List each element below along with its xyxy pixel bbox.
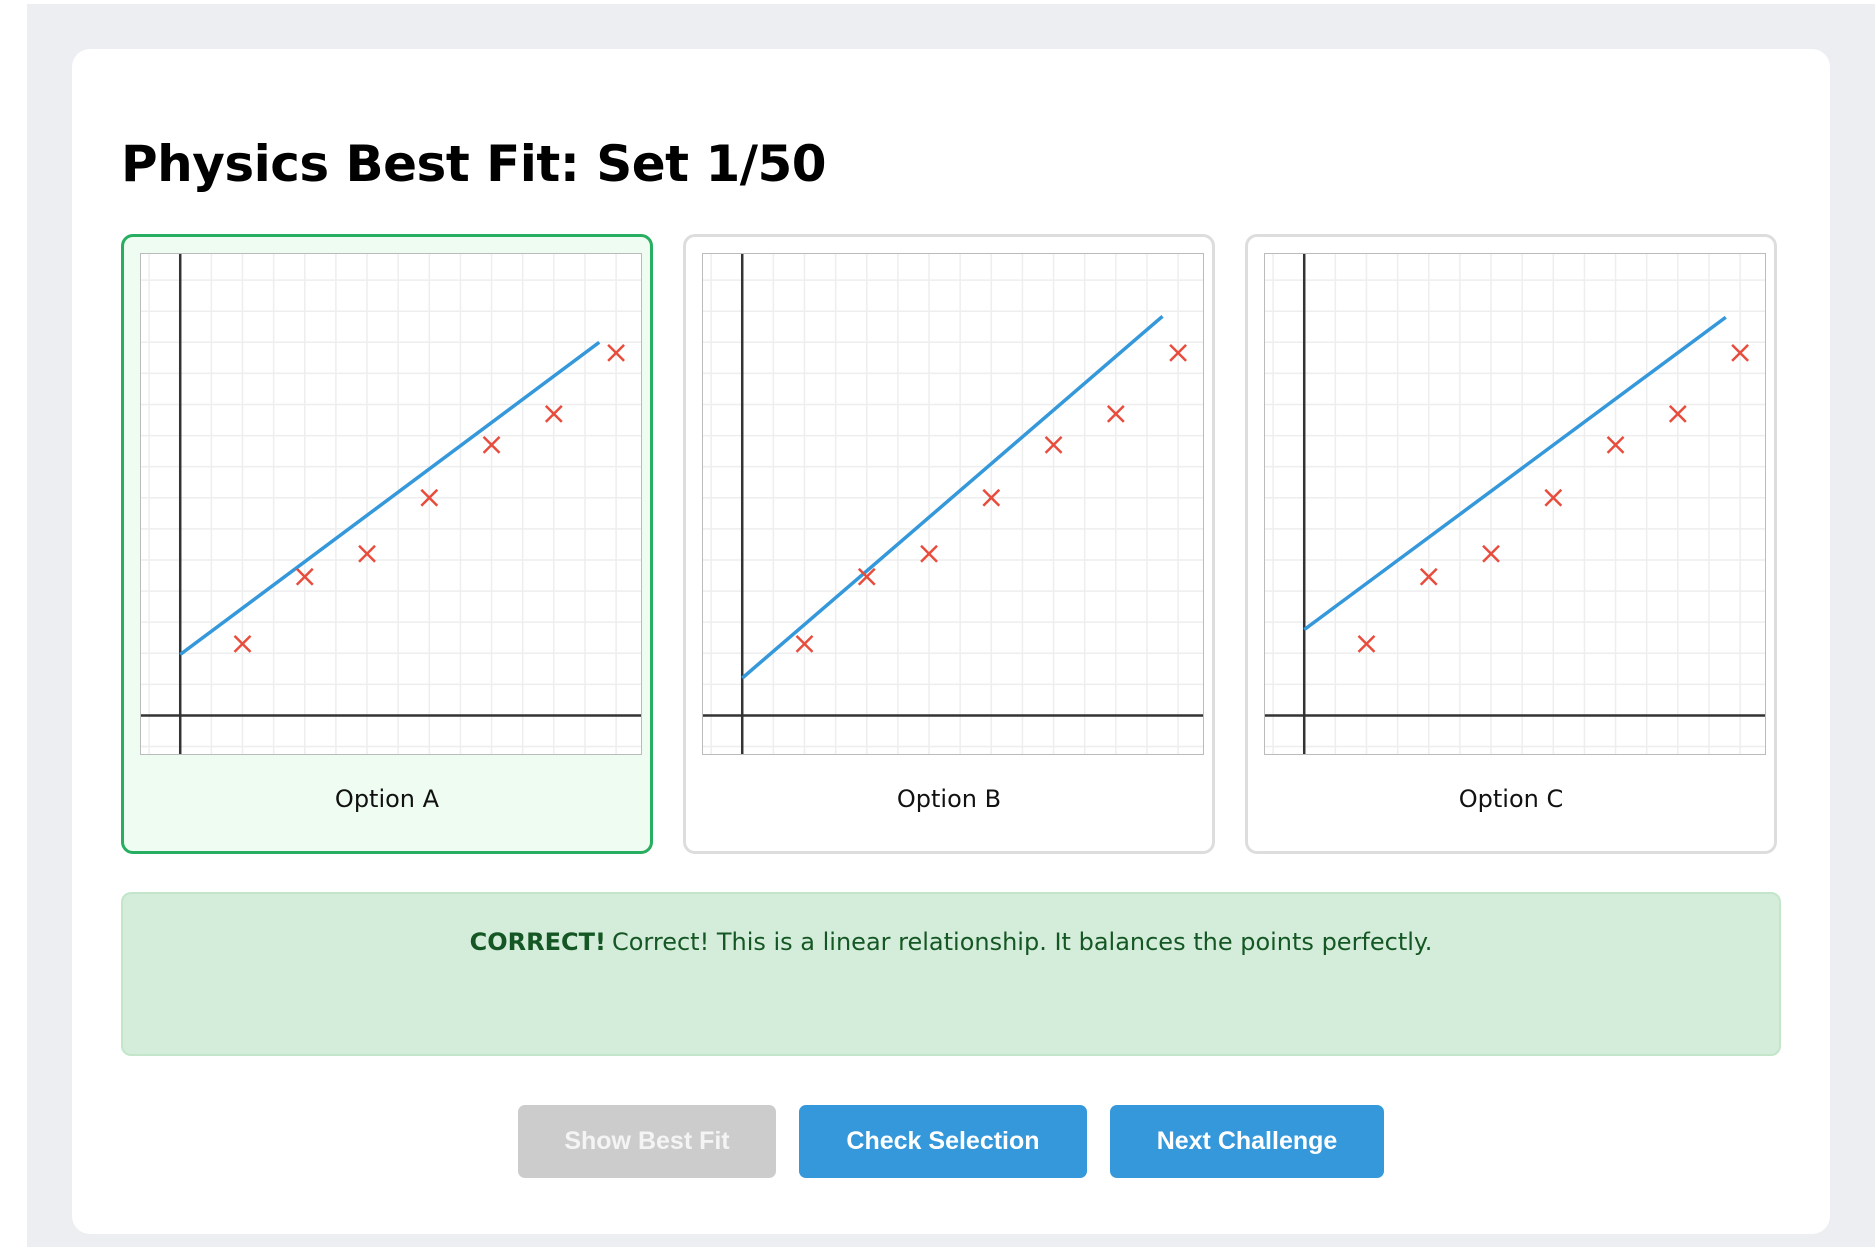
- data-point-stroke: [857, 567, 876, 586]
- data-point-stroke: [482, 436, 501, 454]
- data-point-marker: [1357, 635, 1376, 653]
- next-challenge-button[interactable]: Next Challenge: [1110, 1105, 1384, 1178]
- graph-option-c: [1264, 253, 1766, 755]
- data-point-stroke: [982, 488, 1001, 507]
- data-point-stroke: [1169, 343, 1187, 362]
- option-label: Option C: [1458, 785, 1564, 813]
- data-point-marker: [920, 544, 938, 563]
- option-card-c[interactable]: Option C: [1245, 234, 1777, 854]
- data-point-stroke: [607, 343, 625, 362]
- data-point-marker: [1606, 436, 1625, 454]
- feedback-message: Correct! This is a linear relationship. …: [611, 928, 1433, 956]
- data-point-marker: [1731, 343, 1749, 362]
- data-point-stroke: [1106, 404, 1125, 423]
- data-point-marker: [795, 635, 814, 653]
- data-point-marker: [1419, 567, 1438, 586]
- data-point-stroke: [920, 544, 938, 563]
- data-point-marker: [420, 488, 439, 507]
- data-point-stroke: [1668, 404, 1687, 423]
- data-point-stroke: [1544, 488, 1563, 507]
- data-point-marker: [1482, 544, 1500, 563]
- show-best-fit-button[interactable]: Show Best Fit: [518, 1105, 776, 1178]
- data-point-marker: [1544, 488, 1563, 507]
- page-title: Physics Best Fit: Set 1/50: [121, 135, 827, 193]
- option-card-a[interactable]: Option A: [121, 234, 653, 854]
- graph-option-a: [140, 253, 642, 755]
- data-point-marker: [607, 343, 625, 362]
- check-selection-button[interactable]: Check Selection: [799, 1105, 1087, 1178]
- data-point-stroke: [295, 567, 314, 586]
- data-point-marker: [358, 544, 376, 563]
- data-point-marker: [1668, 404, 1687, 423]
- data-point-stroke: [1606, 436, 1625, 454]
- feedback-box: CORRECT! Correct! This is a linear relati…: [121, 892, 1781, 1056]
- option-label: Option B: [896, 785, 1002, 813]
- data-point-stroke: [1482, 544, 1500, 563]
- data-point-marker: [1044, 436, 1063, 454]
- data-point-stroke: [1044, 436, 1063, 454]
- data-point-marker: [233, 635, 252, 653]
- data-point-stroke: [420, 488, 439, 507]
- data-point-stroke: [795, 635, 814, 653]
- data-point-stroke: [1357, 635, 1376, 653]
- data-point-stroke: [233, 635, 252, 653]
- fit-line: [179, 340, 601, 656]
- data-point-marker: [857, 567, 876, 586]
- option-label: Option A: [334, 785, 440, 813]
- data-point-marker: [482, 436, 501, 454]
- data-point-stroke: [544, 404, 563, 423]
- feedback-status: CORRECT!: [469, 928, 606, 956]
- data-point-marker: [1106, 404, 1125, 423]
- data-point-marker: [295, 567, 314, 586]
- data-point-stroke: [1419, 567, 1438, 586]
- fit-line: [1303, 315, 1727, 632]
- graph-option-b: [702, 253, 1204, 755]
- option-card-b[interactable]: Option B: [683, 234, 1215, 854]
- fit-line: [741, 314, 1164, 680]
- data-point-stroke: [1731, 343, 1749, 362]
- data-point-marker: [1169, 343, 1187, 362]
- data-point-marker: [544, 404, 563, 423]
- data-point-marker: [982, 488, 1001, 507]
- data-point-stroke: [358, 544, 376, 563]
